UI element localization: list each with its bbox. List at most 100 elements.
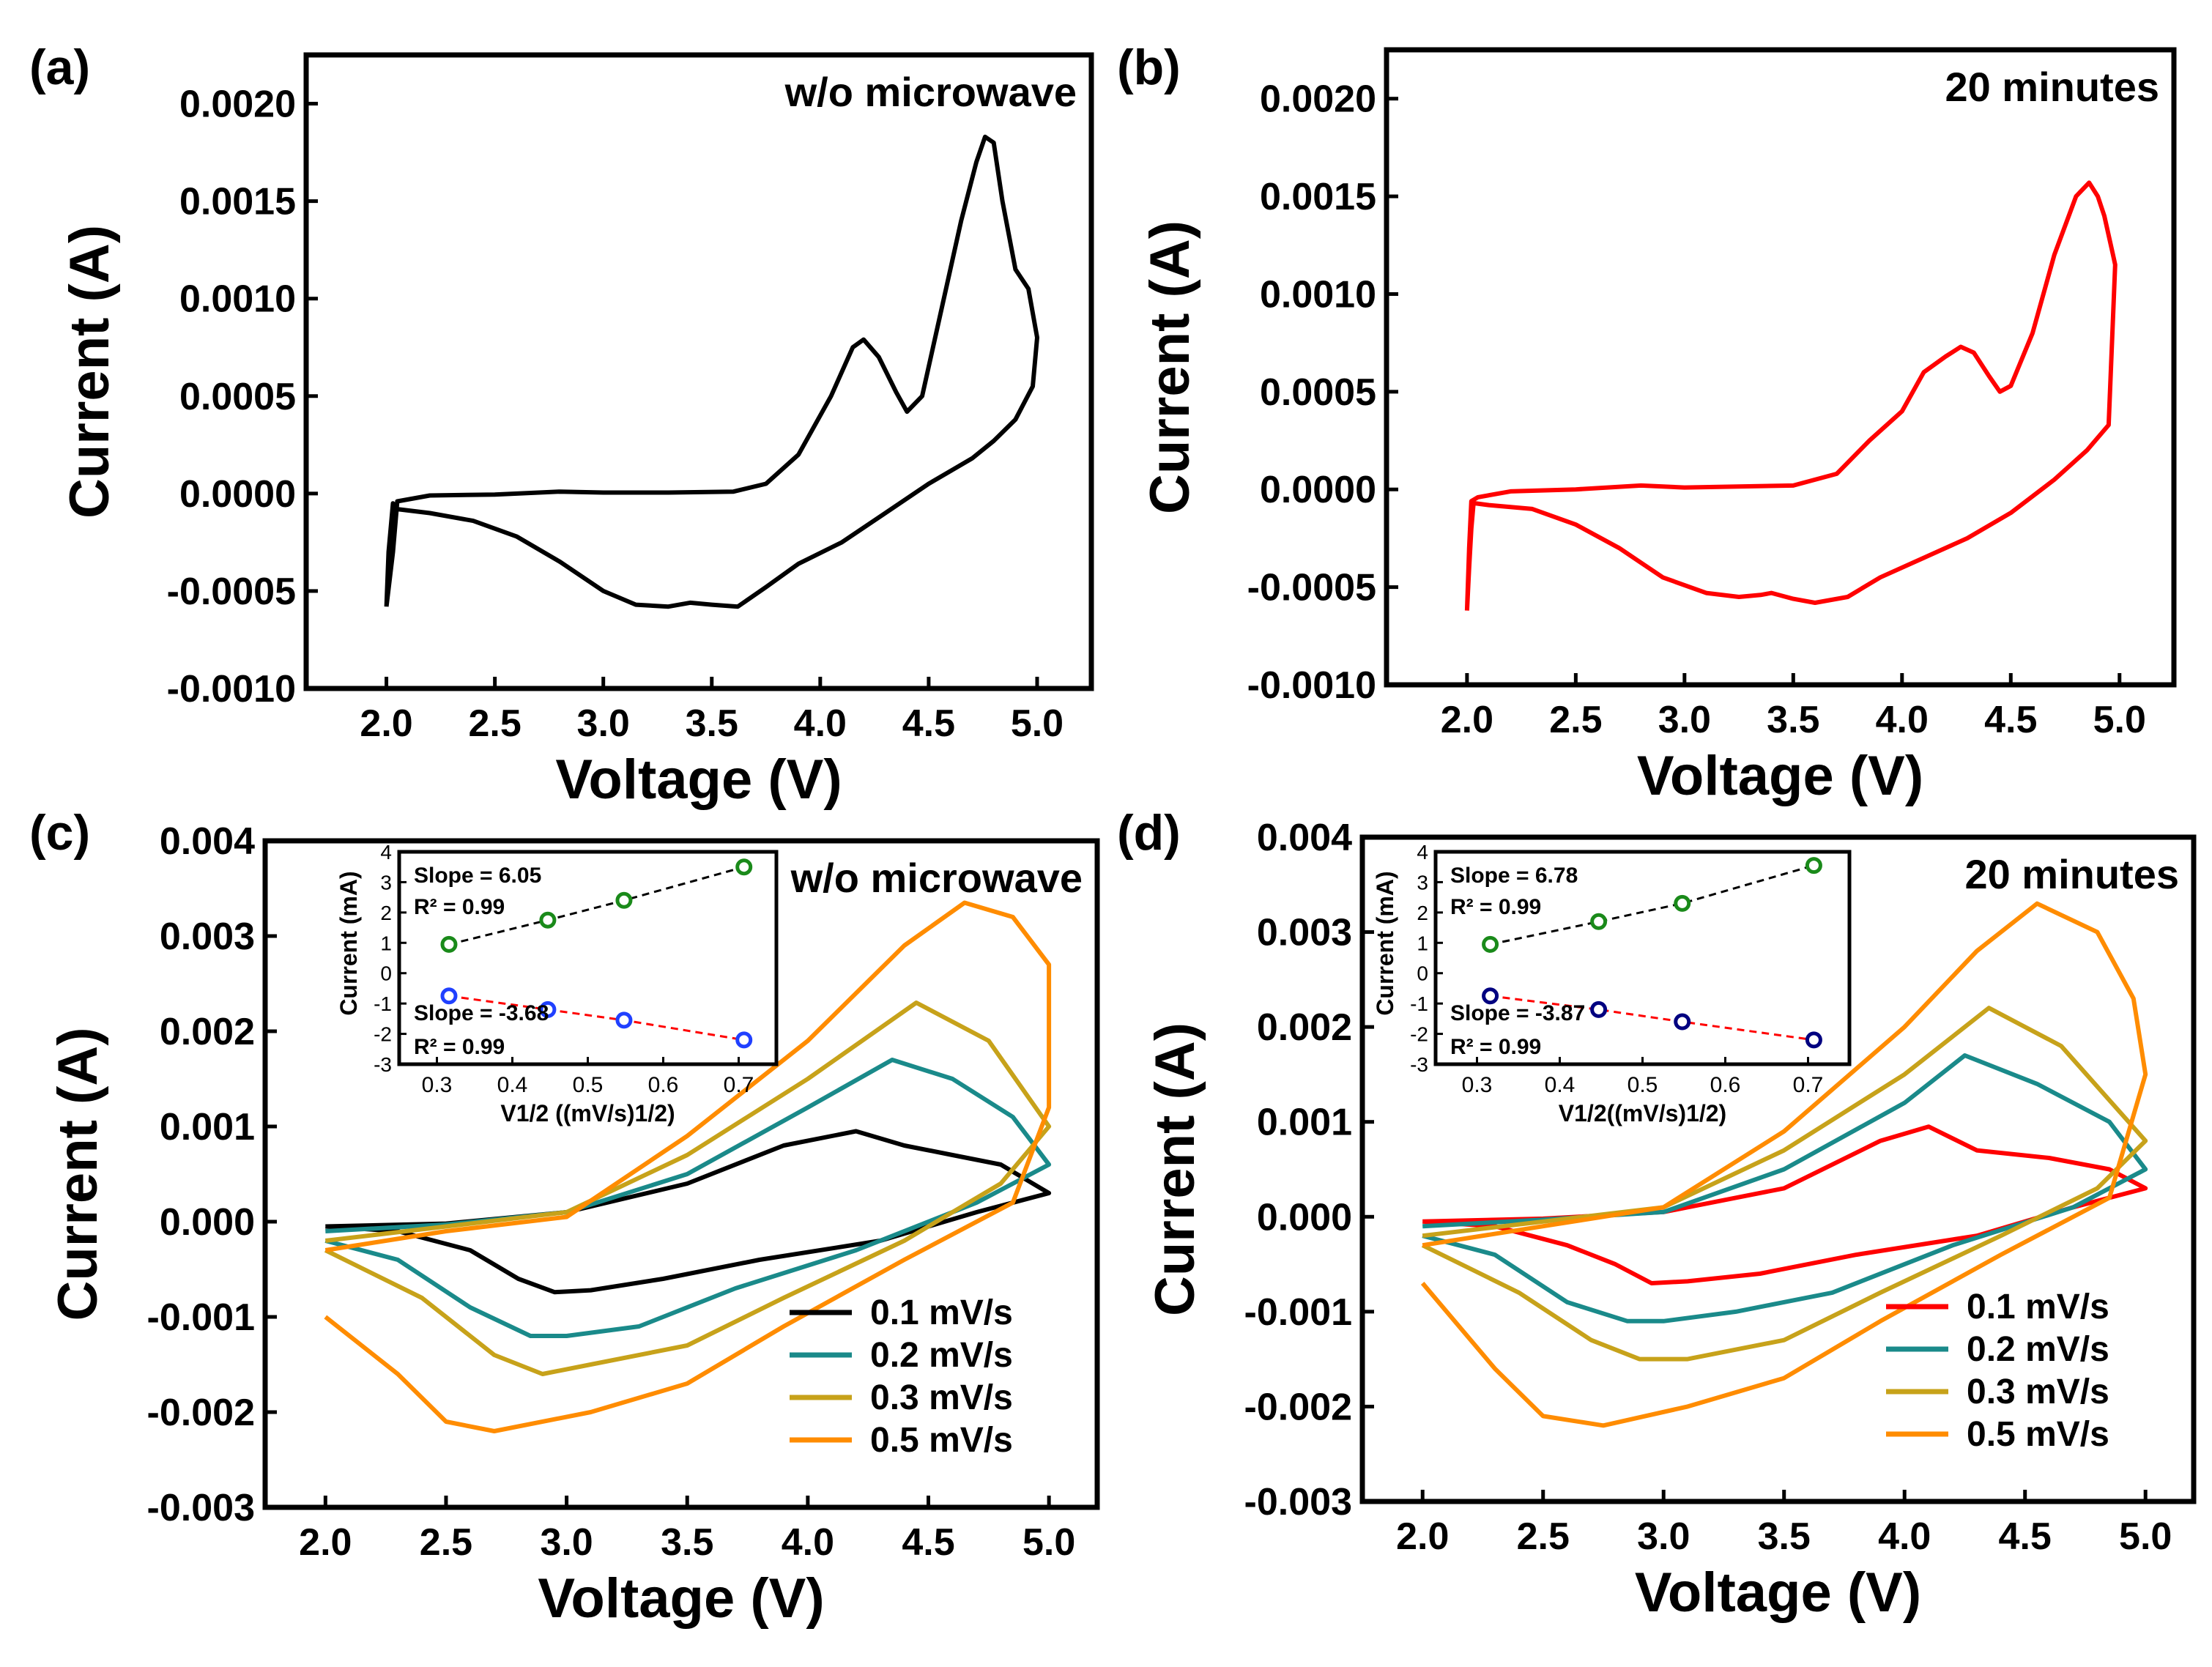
series-line-0-2-mV-s	[324, 1058, 1052, 1338]
anodic-fit-line	[448, 866, 745, 946]
y-axis-label: Current (A)	[1144, 1022, 1206, 1316]
x-tick-label: 2.0	[360, 702, 412, 745]
y-tick-label: 0.0000	[1260, 469, 1376, 511]
y-tick-label: 0.0015	[1260, 176, 1376, 218]
y-tick-label: 0.0005	[179, 376, 296, 418]
inset-y-tick-label: 2	[1417, 902, 1428, 924]
inset-y-tick-label: -1	[374, 992, 392, 1015]
cathodic-point	[440, 987, 458, 1005]
y-tick-label: 0.004	[1257, 817, 1352, 859]
inset-plot: 0.3 0.4 0.5 0.6 0.7 -3 -2 -1 0 1 2 3 4 V1/2 ((mV/s)1/…	[335, 841, 779, 1126]
x-tick-label: 4.0	[1878, 1515, 1931, 1558]
panel-label: (c)	[29, 805, 90, 861]
inset-x-tick-label: 0.3	[422, 1073, 453, 1097]
inset-x-tick-label: 0.7	[724, 1073, 754, 1097]
inset-x-tick-label: 0.7	[1793, 1073, 1824, 1097]
anodic-point	[440, 935, 458, 953]
x-tick-label: 4.0	[782, 1521, 834, 1564]
x-tick-label: 5.0	[2093, 699, 2146, 741]
series-line-0-5-mV-s	[324, 900, 1052, 1433]
y-tick-label: 0.0010	[179, 278, 296, 321]
inset-y-tick-label: 1	[1417, 932, 1428, 954]
y-axis-label: Current (A)	[59, 225, 121, 519]
y-axis-label: Current (A)	[1139, 220, 1201, 514]
y-tick-label: 0.0010	[1260, 273, 1376, 316]
cathodic-point	[1482, 987, 1499, 1005]
x-tick-label: 2.0	[1441, 699, 1493, 741]
y-tick-label: -0.002	[1244, 1386, 1352, 1428]
inset-x-tick-label: 0.5	[1628, 1073, 1658, 1097]
anodic-point	[1674, 894, 1691, 912]
legend-label: 0.1 mV/s	[870, 1293, 1013, 1332]
series-line-CV	[384, 134, 1039, 609]
y-tick-label: -0.002	[147, 1392, 255, 1434]
y-tick-label: -0.001	[147, 1296, 255, 1339]
anodic-point	[1482, 935, 1499, 953]
panel-3: (d) 2.0 2.5 3.0 3.5 4.0 4.5 5.0 -0.003 -0.002 -0.0…	[1117, 805, 2197, 1624]
x-tick-label: 5.0	[2119, 1515, 2172, 1558]
legend-label: 0.3 mV/s	[870, 1378, 1013, 1417]
y-tick-label: 0.0015	[179, 181, 296, 223]
series-line-0-2-mV-s	[1422, 1053, 2148, 1323]
inset-x-tick-label: 0.5	[573, 1073, 604, 1097]
inset-y-tick-label: 0	[1417, 962, 1428, 985]
x-tick-label: 3.5	[1767, 699, 1819, 741]
y-tick-label: 0.001	[1257, 1102, 1352, 1144]
y-tick-label: -0.003	[147, 1487, 255, 1529]
y-tick-label: 0.0000	[179, 473, 296, 516]
cathodic-fit-line	[1490, 995, 1814, 1042]
x-tick-label: 2.5	[1549, 699, 1602, 741]
x-tick-label: 3.0	[577, 702, 630, 745]
inset-y-axis-label: Current (mA)	[1372, 871, 1398, 1015]
x-tick-label: 3.0	[1658, 699, 1711, 741]
x-axis-label: Voltage (V)	[555, 749, 842, 811]
anodic-point	[539, 911, 557, 929]
x-tick-label: 4.5	[1984, 699, 2037, 741]
y-tick-label: -0.0010	[1247, 664, 1376, 707]
y-tick-label: 0.0020	[179, 83, 296, 126]
legend-label: 0.5 mV/s	[1967, 1415, 2109, 1454]
inset-y-tick-label: 1	[380, 932, 392, 954]
inset-y-tick-label: -3	[374, 1053, 392, 1076]
inset-x-tick-label: 0.4	[497, 1073, 528, 1097]
anodic-fit-line	[1490, 864, 1814, 946]
inset-y-tick-label: -2	[1410, 1023, 1428, 1046]
x-tick-label: 2.5	[468, 702, 521, 745]
anodic-point	[1805, 857, 1822, 875]
inset-y-tick-label: -3	[1410, 1053, 1428, 1076]
series-line-0-3-mV-s	[1421, 1006, 2148, 1362]
inset-y-tick-label: -1	[1410, 992, 1428, 1015]
y-tick-label: -0.0005	[167, 571, 296, 613]
inset-y-axis-label: Current (mA)	[335, 871, 362, 1015]
x-tick-label: 4.5	[1999, 1515, 2052, 1558]
anodic-point	[1590, 913, 1608, 930]
y-tick-label: 0.001	[160, 1106, 255, 1148]
inset-frame	[1433, 850, 1852, 1066]
cathodic-point	[735, 1031, 753, 1049]
inset-y-tick-label: 4	[380, 841, 392, 864]
legend-label: 0.1 mV/s	[1967, 1288, 2109, 1326]
panel-annotation: 20 minutes	[1945, 64, 2159, 110]
y-tick-label: 0.0005	[1260, 371, 1376, 414]
inset-x-tick-label: 0.6	[1710, 1073, 1741, 1097]
x-tick-label: 3.5	[686, 702, 738, 745]
x-tick-label: 4.5	[902, 702, 955, 745]
x-tick-label: 4.0	[794, 702, 847, 745]
cathodic-r2-text: R² = 0.99	[1450, 1035, 1541, 1059]
series-line-0-5-mV-s	[1420, 901, 2148, 1428]
x-tick-label: 2.5	[1517, 1515, 1570, 1558]
series-line-CV	[1464, 180, 2118, 611]
plot-frame	[262, 838, 1100, 1510]
legend-label: 0.5 mV/s	[870, 1421, 1013, 1460]
cathodic-slope-text: Slope = -3.68	[414, 1001, 549, 1025]
plot-frame	[303, 52, 1094, 691]
x-tick-label: 4.0	[1876, 699, 1929, 741]
panel-label: (d)	[1117, 805, 1181, 861]
anodic-point	[615, 891, 633, 909]
x-axis-label: Voltage (V)	[1635, 1562, 1921, 1624]
x-tick-label: 2.0	[299, 1521, 352, 1564]
panel-1: (b) 2.0 2.5 3.0 3.5 4.0 4.5 5.0 -0.0010 -0.0005 0.…	[1117, 40, 2177, 807]
x-tick-label: 2.5	[420, 1521, 472, 1564]
panel-annotation: 20 minutes	[1964, 851, 2179, 897]
panel-annotation: w/o microwave	[784, 69, 1077, 115]
